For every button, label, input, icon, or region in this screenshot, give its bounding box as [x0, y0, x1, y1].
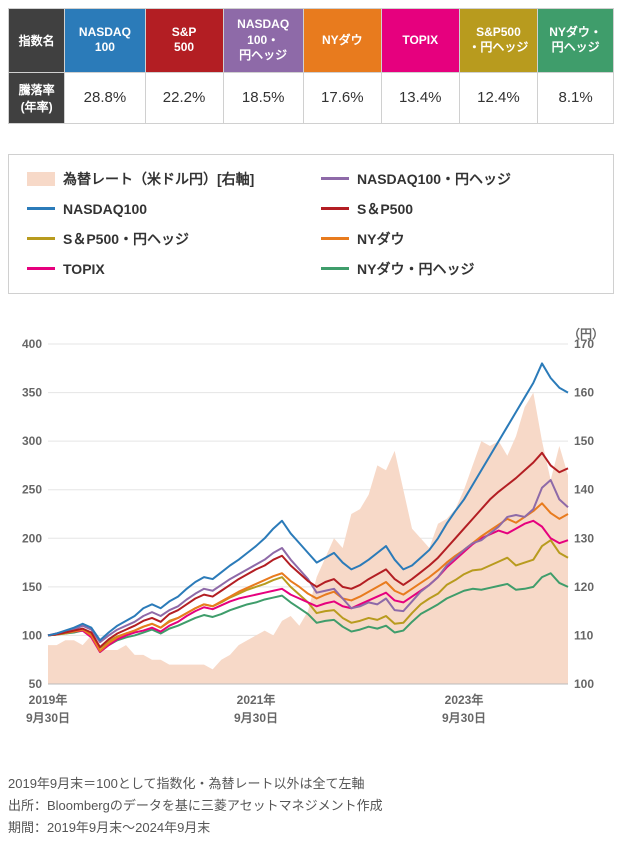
svg-text:2023年: 2023年: [445, 692, 484, 707]
svg-text:9月30日: 9月30日: [442, 711, 486, 725]
chart-footnotes: 2019年9月末＝100として指数化・為替レート以外は全て左軸 出所：Bloom…: [8, 773, 614, 839]
svg-text:170: 170: [574, 337, 594, 351]
legend-swatch-2: [27, 207, 55, 210]
legend-swatch-7: [321, 267, 349, 270]
svg-text:100: 100: [22, 628, 42, 642]
svg-text:350: 350: [22, 385, 42, 399]
col-val-2: 18.5%: [223, 72, 303, 123]
legend-item-0: 為替レート（米ドル円）[右軸]: [27, 169, 301, 189]
legend-label-2: NASDAQ100: [63, 201, 147, 217]
svg-text:100: 100: [574, 677, 594, 691]
performance-chart: （円）5010015020025030035040010011012013014…: [8, 324, 614, 759]
svg-text:200: 200: [22, 531, 42, 545]
row2-head: 騰落率(年率): [9, 72, 65, 123]
svg-text:9月30日: 9月30日: [234, 711, 278, 725]
col-head-4: TOPIX: [381, 9, 459, 73]
legend-swatch-0: [27, 172, 55, 186]
col-head-0: NASDAQ100: [65, 9, 145, 73]
footnote-3: 期間：2019年9月末～2024年9月末: [8, 817, 614, 839]
chart-legend: 為替レート（米ドル円）[右軸] NASDAQ100・円ヘッジ NASDAQ100 S＆…: [8, 154, 614, 294]
legend-label-7: NYダウ・円ヘッジ: [357, 259, 474, 279]
svg-text:140: 140: [574, 482, 594, 496]
col-head-2: NASDAQ100・円ヘッジ: [223, 9, 303, 73]
svg-text:250: 250: [22, 482, 42, 496]
svg-text:2021年: 2021年: [237, 692, 276, 707]
footnote-1: 2019年9月末＝100として指数化・為替レート以外は全て左軸: [8, 773, 614, 795]
svg-text:130: 130: [574, 531, 594, 545]
footnote-2: 出所：Bloombergのデータを基に三菱アセットマネジメント作成: [8, 795, 614, 817]
svg-text:160: 160: [574, 385, 594, 399]
legend-item-7: NYダウ・円ヘッジ: [321, 259, 595, 279]
svg-text:9月30日: 9月30日: [26, 711, 70, 725]
returns-table: 指数名 NASDAQ100S&P500NASDAQ100・円ヘッジNYダウTOP…: [8, 8, 614, 124]
legend-item-3: S＆P500: [321, 199, 595, 219]
legend-swatch-6: [27, 267, 55, 270]
legend-label-0: 為替レート（米ドル円）[右軸]: [63, 169, 254, 189]
legend-label-5: NYダウ: [357, 229, 404, 249]
col-val-3: 17.6%: [303, 72, 381, 123]
legend-swatch-1: [321, 177, 349, 180]
row1-head: 指数名: [9, 9, 65, 73]
legend-item-4: S＆P500・円ヘッジ: [27, 229, 301, 249]
svg-text:300: 300: [22, 434, 42, 448]
legend-label-6: TOPIX: [63, 261, 105, 277]
legend-swatch-4: [27, 237, 55, 240]
col-head-6: NYダウ・円ヘッジ: [538, 9, 614, 73]
col-head-5: S&P500・円ヘッジ: [459, 9, 537, 73]
legend-swatch-5: [321, 237, 349, 240]
svg-text:120: 120: [574, 580, 594, 594]
col-head-3: NYダウ: [303, 9, 381, 73]
legend-item-2: NASDAQ100: [27, 199, 301, 219]
col-val-0: 28.8%: [65, 72, 145, 123]
legend-label-3: S＆P500: [357, 199, 413, 219]
svg-text:110: 110: [574, 628, 594, 642]
svg-text:2019年: 2019年: [29, 692, 68, 707]
legend-label-1: NASDAQ100・円ヘッジ: [357, 169, 511, 189]
svg-text:150: 150: [574, 434, 594, 448]
col-head-1: S&P500: [145, 9, 223, 73]
legend-item-5: NYダウ: [321, 229, 595, 249]
col-val-6: 8.1%: [538, 72, 614, 123]
col-val-4: 13.4%: [381, 72, 459, 123]
legend-item-1: NASDAQ100・円ヘッジ: [321, 169, 595, 189]
svg-text:400: 400: [22, 337, 42, 351]
col-val-5: 12.4%: [459, 72, 537, 123]
svg-text:150: 150: [22, 580, 42, 594]
legend-label-4: S＆P500・円ヘッジ: [63, 229, 189, 249]
col-val-1: 22.2%: [145, 72, 223, 123]
legend-swatch-3: [321, 207, 349, 210]
legend-item-6: TOPIX: [27, 259, 301, 279]
svg-text:50: 50: [29, 677, 43, 691]
